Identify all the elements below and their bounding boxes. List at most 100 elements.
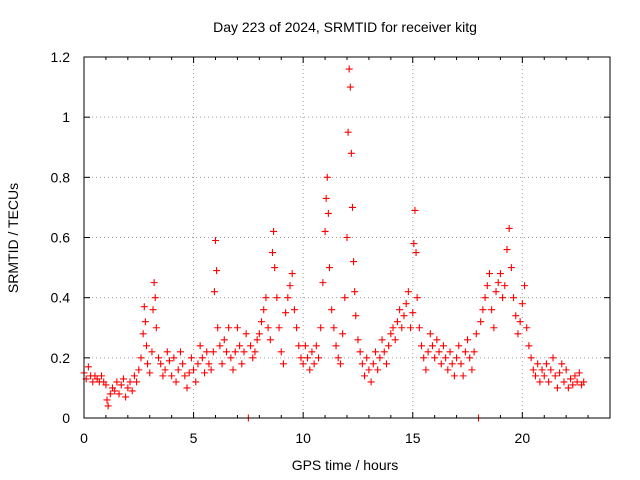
data-point [270,227,278,235]
data-point [446,348,454,356]
data-point [325,264,333,272]
data-point [220,336,228,344]
y-tick-label: 1 [62,109,70,125]
data-point [149,306,157,314]
x-tick-label: 20 [515,430,531,446]
data-point [345,65,353,73]
data-point [165,357,173,365]
data-point [466,354,474,362]
data-point [310,360,318,368]
data-point [247,342,255,350]
y-axis-title: SRMTID / TECUs [5,183,21,293]
data-point [351,288,359,296]
data-point [477,318,485,326]
data-point [293,324,301,332]
data-point [387,330,395,338]
data-point [411,206,419,214]
data-point [348,203,356,211]
data-point [354,336,362,344]
data-point [253,336,261,344]
data-point [575,369,583,377]
x-tick-label: 5 [190,430,198,446]
data-point [569,381,577,389]
data-point [488,306,496,314]
data-point [133,378,141,386]
data-point [236,342,244,350]
data-point [328,306,336,314]
data-point [284,294,292,302]
data-point [84,363,92,371]
data-point [343,234,351,241]
data-point [393,318,401,326]
data-point [507,264,515,272]
data-point [203,348,211,356]
data-point [126,378,134,386]
data-point [531,372,539,380]
data-point [251,348,259,356]
data-point [207,366,215,374]
data-point [418,342,426,350]
data-point [356,348,364,356]
data-point [382,360,390,368]
data-point [428,342,436,350]
x-tick-labels: 0 5 10 15 20 [80,430,530,446]
data-point [391,336,399,344]
data-point [271,264,279,272]
chart-title: Day 223 of 2024, SRMTID for receiver kit… [213,19,477,35]
data-point [117,381,125,389]
data-point [122,393,130,401]
data-point [240,348,248,356]
data-point [119,375,127,383]
data-point [562,366,570,374]
data-point [553,384,561,392]
data-point [146,369,154,377]
data-point [481,294,489,302]
data-point [358,360,366,368]
plot-frame [83,56,611,419]
data-point [551,372,559,380]
data-point [407,324,415,332]
data-point [494,279,502,287]
data-point [545,378,553,386]
data-point [286,282,294,290]
y-tick-label: 0.4 [51,290,71,306]
x-tick-label: 10 [295,430,311,446]
data-point [455,342,463,350]
y-tick-label: 0.2 [51,350,71,366]
data-point [135,366,143,374]
data-point [496,270,504,278]
data-point [209,348,217,356]
data-point [470,348,478,356]
data-point [439,342,447,350]
data-point [437,360,445,368]
data-point [102,381,110,389]
data-point [103,396,111,404]
data-point [450,372,458,380]
x-tick-label: 0 [80,430,88,446]
data-point [398,324,406,332]
data-point [322,194,330,202]
data-point [214,324,222,332]
data-point [128,387,136,395]
data-point [210,288,218,296]
data-point [152,324,160,332]
data-point [334,354,342,362]
data-point [321,227,329,235]
data-point [319,279,327,287]
data-point [205,360,213,368]
data-point [142,342,150,350]
data-point [196,342,204,350]
data-point [499,294,507,302]
data-point [571,372,579,380]
data-point [512,312,520,320]
data-point [558,360,566,368]
data-point [282,309,290,317]
data-point [332,342,340,350]
data-point [346,83,354,91]
data-point [290,306,298,314]
data-point [365,366,373,374]
data-point [279,360,287,368]
data-point [505,224,513,232]
data-point [139,330,147,338]
data-point [413,294,421,302]
